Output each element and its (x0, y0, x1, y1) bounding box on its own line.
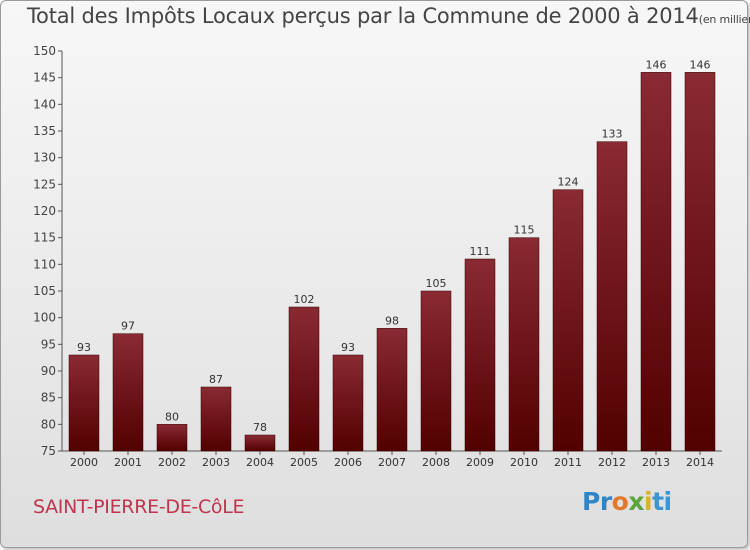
bar-2007 (376, 328, 408, 452)
y-tick-label: 120 (33, 204, 56, 218)
chart-bars (68, 72, 716, 452)
y-tick-label: 125 (33, 177, 56, 191)
bar-2002 (156, 424, 188, 452)
bar-value-label-2002: 80 (165, 410, 179, 423)
bar-2006 (332, 354, 364, 452)
bar-2001 (112, 333, 144, 452)
y-tick-label: 140 (33, 97, 56, 111)
bar-value-label-2005: 102 (294, 293, 315, 306)
y-tick-label: 75 (41, 444, 56, 458)
x-tick-label-2005: 2005 (290, 456, 318, 469)
bar-2012 (596, 141, 628, 452)
y-tick-label: 145 (33, 71, 56, 85)
bar-2005 (288, 306, 320, 452)
bar-value-label-2007: 98 (385, 314, 399, 327)
bar-2014 (684, 72, 716, 452)
bar-2009 (464, 258, 496, 452)
bar-value-label-2011: 124 (558, 176, 579, 189)
bar-value-label-2003: 87 (209, 373, 223, 386)
bar-value-label-2008: 105 (426, 277, 447, 290)
x-tick-label-2001: 2001 (114, 456, 142, 469)
x-tick-label-2009: 2009 (466, 456, 494, 469)
x-tick-label-2008: 2008 (422, 456, 450, 469)
bar-value-label-2000: 93 (77, 341, 91, 354)
bar-value-label-2009: 111 (470, 245, 491, 258)
y-tick-label: 135 (33, 124, 56, 138)
x-tick-label-2002: 2002 (158, 456, 186, 469)
y-tick-label: 80 (41, 417, 56, 431)
x-tick-label-2014: 2014 (686, 456, 714, 469)
x-tick-label-2004: 2004 (246, 456, 274, 469)
logo-letters-4: i (643, 487, 653, 516)
y-tick-label: 110 (33, 257, 56, 271)
bar-value-label-2006: 93 (341, 341, 355, 354)
bar-value-label-2004: 78 (253, 421, 267, 434)
chart-unit-label: (en milliers d'€) (698, 13, 750, 26)
chart-data-labels: 93 97 80 87 78 102 93 98 105 111 115 124 133 146 146 (77, 58, 711, 434)
logo-letters-2: o (611, 487, 629, 516)
y-tick-label: 95 (41, 337, 56, 351)
bar-value-label-2010: 115 (514, 224, 535, 237)
x-tick-label-2013: 2013 (642, 456, 670, 469)
y-tick-label: 100 (33, 311, 56, 325)
x-tick-label-2000: 2000 (70, 456, 98, 469)
x-tick-label-2007: 2007 (378, 456, 406, 469)
bar-2010 (508, 237, 540, 452)
logo-letters-3: x (628, 487, 644, 516)
y-tick-label: 115 (33, 231, 56, 245)
x-tick-label-2006: 2006 (334, 456, 362, 469)
bar-2008 (420, 290, 452, 452)
bar-2013 (640, 72, 672, 452)
bar-value-label-2013: 146 (646, 58, 667, 71)
bar-2004 (244, 434, 276, 452)
y-tick-label: 85 (41, 391, 56, 405)
chart-title: Total des Impôts Locaux perçus par la Co… (27, 4, 750, 28)
proxiti-logo: Proxiti (582, 487, 672, 516)
bar-2011 (552, 189, 584, 452)
y-tick-label: 150 (33, 44, 56, 58)
bar-2000 (68, 354, 100, 452)
commune-name: SAINT-PIERRE-DE-CôLE (33, 496, 245, 518)
bar-value-label-2014: 146 (690, 58, 711, 71)
x-tick-label-2011: 2011 (554, 456, 582, 469)
y-tick-label: 105 (33, 284, 56, 298)
x-tick-label-2010: 2010 (510, 456, 538, 469)
chart-title-text: Total des Impôts Locaux perçus par la Co… (27, 4, 699, 28)
logo-letters-5: ti (652, 487, 672, 516)
x-tick-label-2012: 2012 (598, 456, 626, 469)
bar-value-label-2001: 97 (121, 320, 135, 333)
y-tick-label: 90 (41, 364, 56, 378)
x-tick-label-2003: 2003 (202, 456, 230, 469)
logo-letters-1: Pr (582, 487, 612, 516)
bar-value-label-2012: 133 (602, 128, 623, 141)
y-tick-label: 130 (33, 151, 56, 165)
bar-2003 (200, 386, 232, 452)
